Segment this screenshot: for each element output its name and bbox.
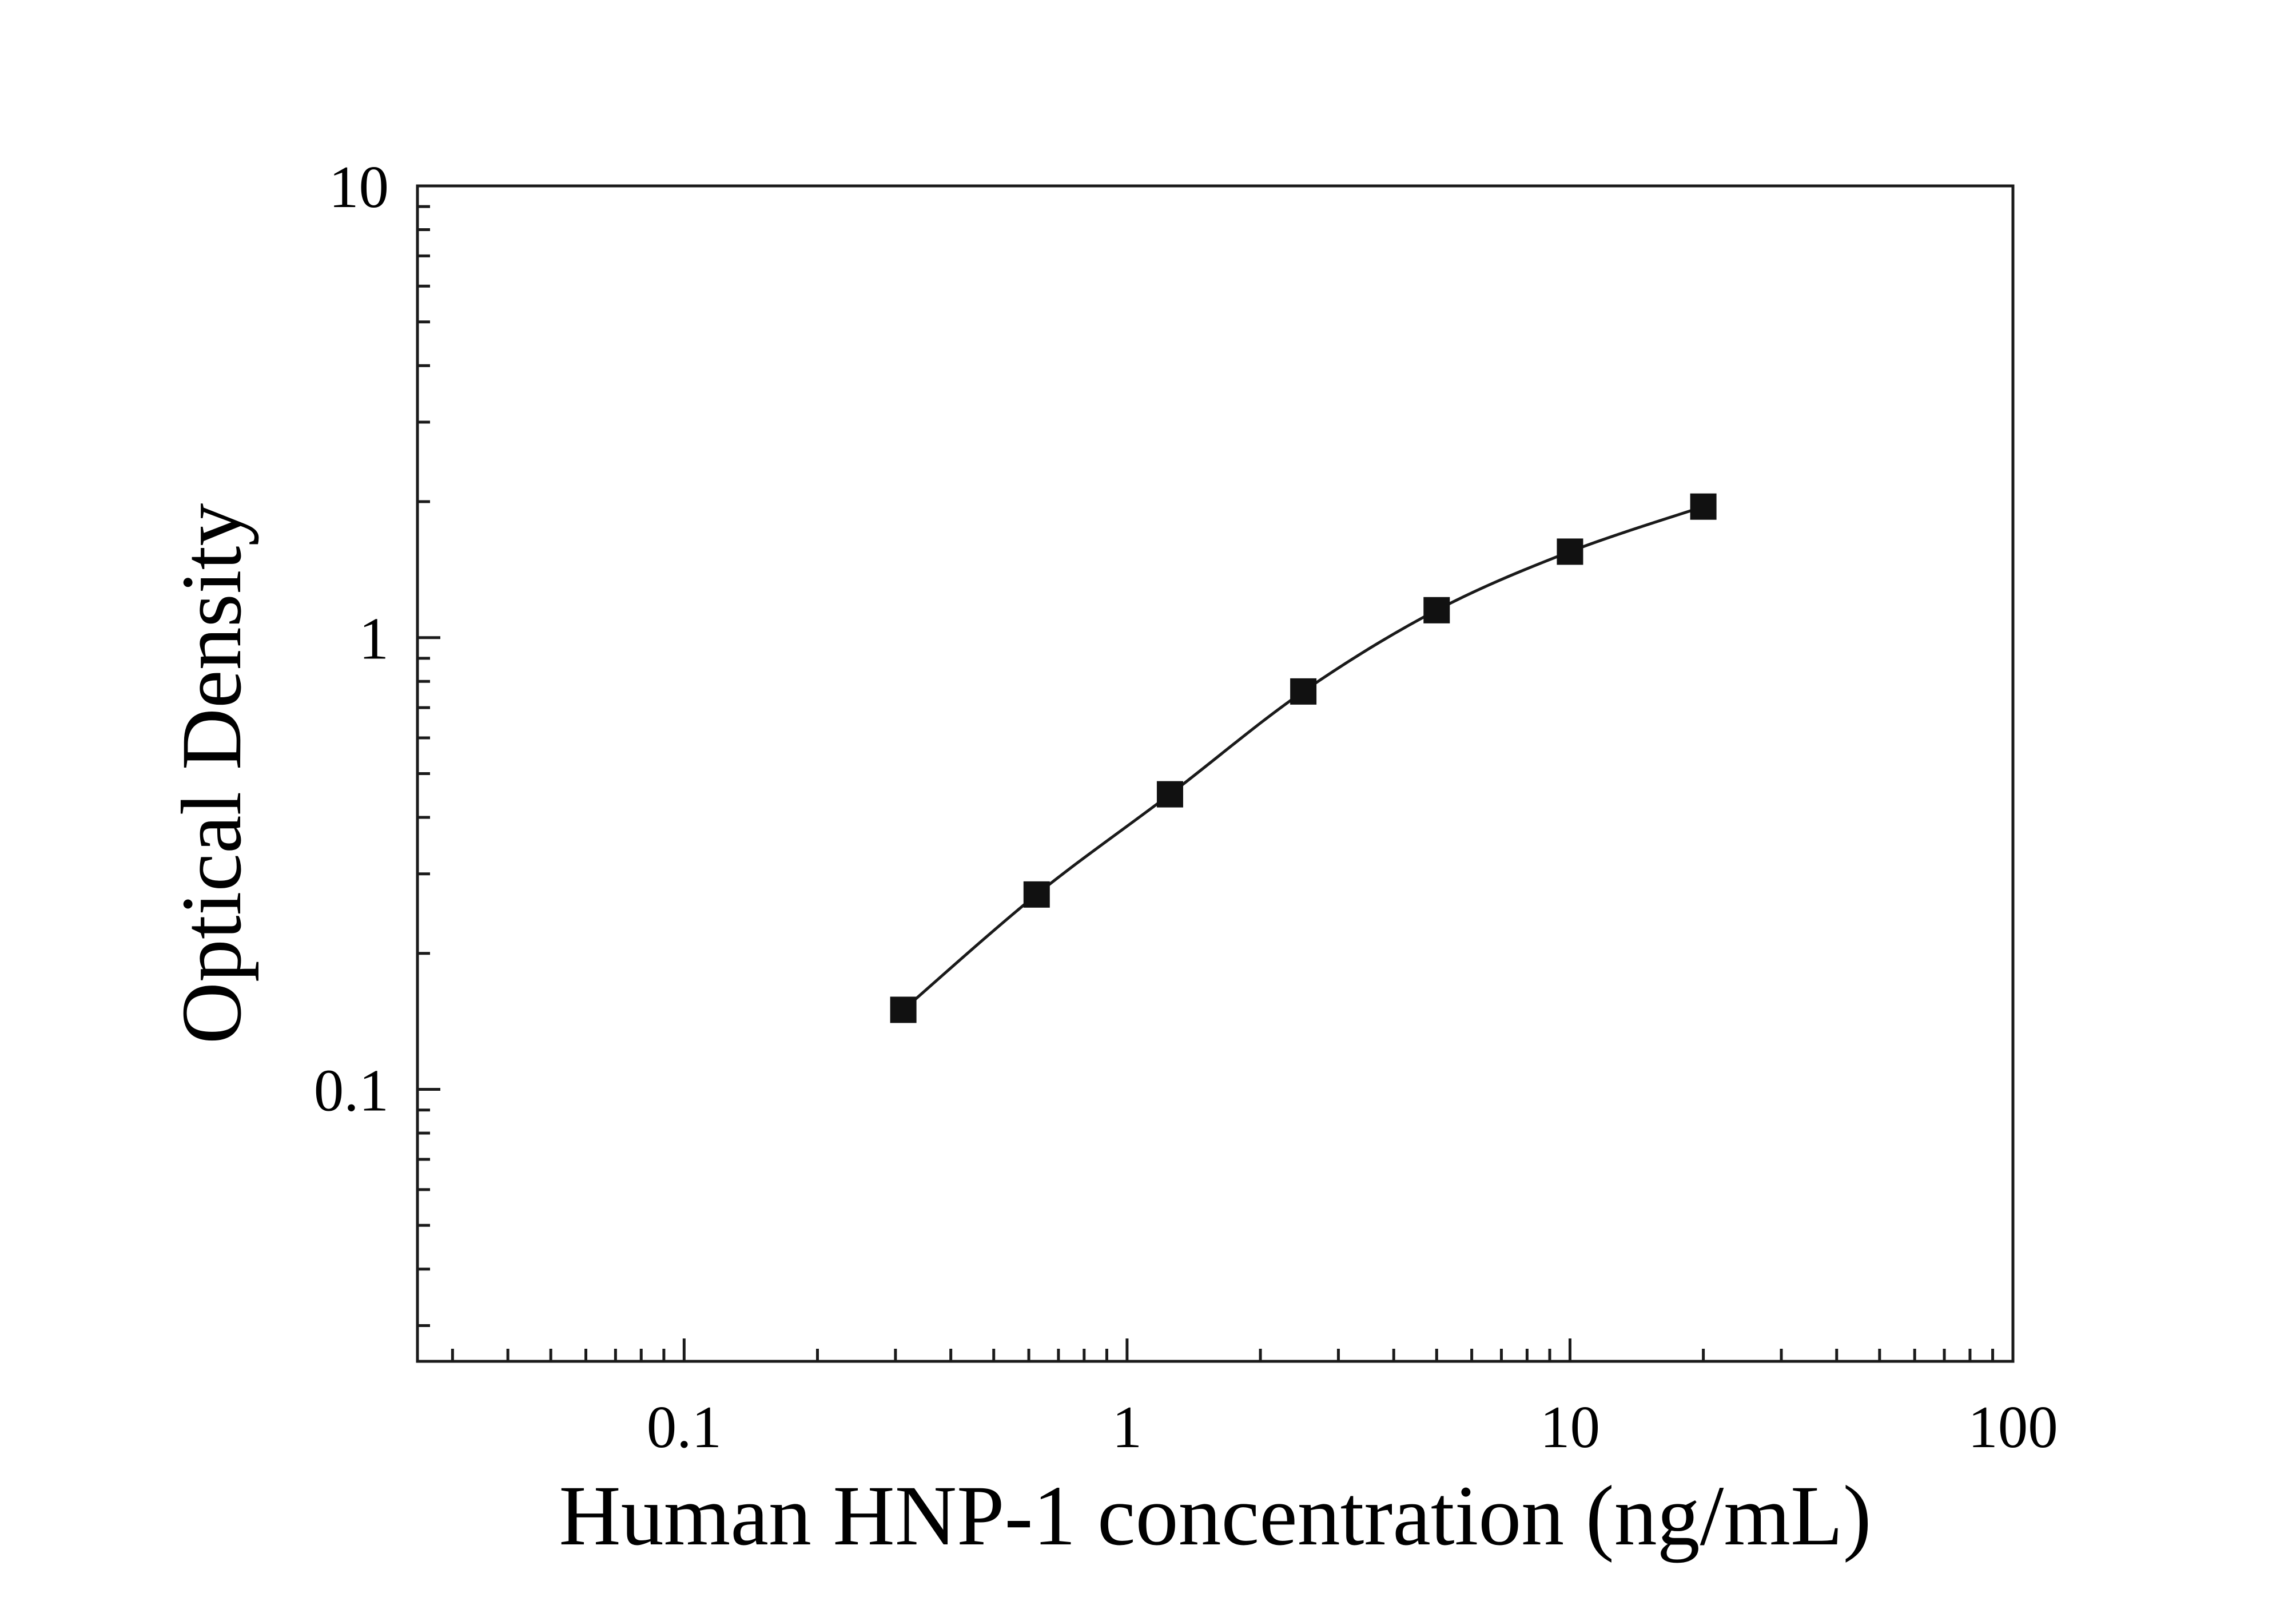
- data-point-marker: [1290, 678, 1317, 705]
- x-tick-label: 1: [1112, 1393, 1143, 1460]
- x-tick-label: 0.1: [647, 1393, 722, 1460]
- x-axis-label: Human HNP-1 concentration (ng/mL): [559, 1468, 1871, 1563]
- y-tick-label: 0.1: [314, 1056, 389, 1123]
- axis-ticks: [417, 184, 2015, 1361]
- series-curve: [902, 505, 1704, 1011]
- x-tick-label: 100: [1968, 1393, 2058, 1460]
- plot-frame: [416, 184, 2015, 1363]
- y-tick-label: 10: [329, 153, 389, 220]
- data-point-marker: [1156, 781, 1183, 808]
- axis-tick-labels: 0.1 1 10 100 0.1 1 10: [314, 153, 2058, 1460]
- y-axis-label: Optical Density: [164, 503, 259, 1044]
- x-tick-label: 10: [1540, 1393, 1600, 1460]
- data-series: [890, 493, 1717, 1023]
- data-point-marker: [1423, 597, 1450, 623]
- data-point-marker: [1023, 881, 1050, 908]
- data-point-marker: [1557, 538, 1583, 565]
- data-point-marker: [1690, 493, 1717, 520]
- data-point-marker: [890, 996, 917, 1023]
- y-tick-label: 1: [359, 605, 389, 672]
